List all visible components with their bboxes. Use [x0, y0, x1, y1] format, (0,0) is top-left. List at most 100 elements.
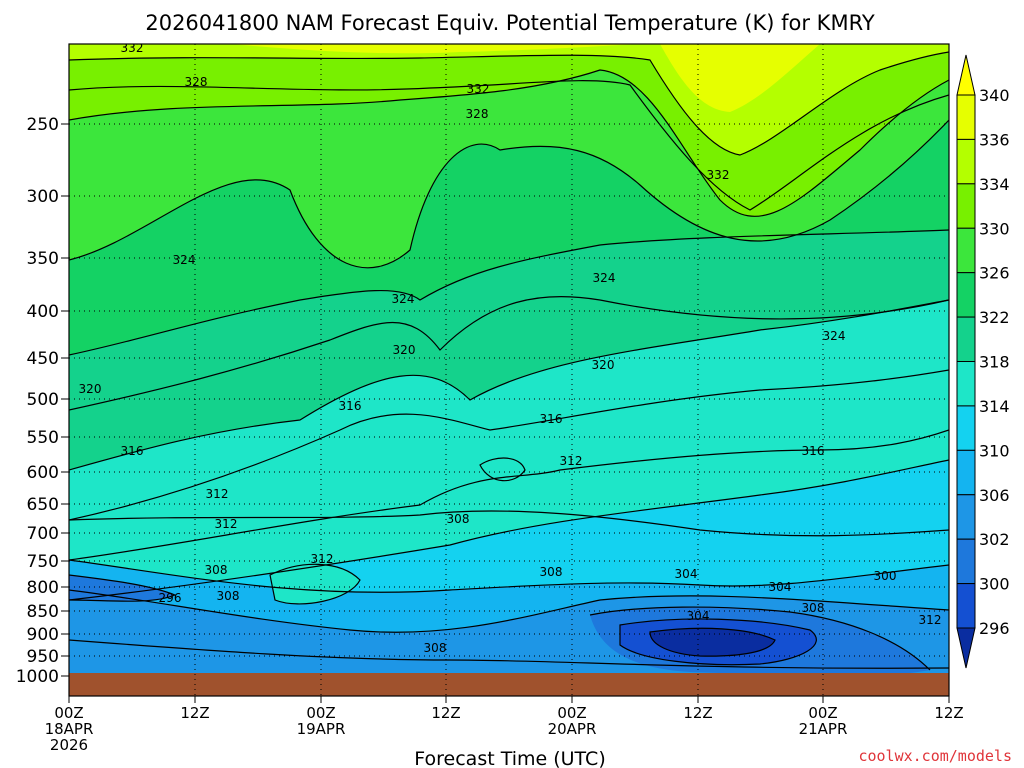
- contour-label: 308: [447, 512, 470, 526]
- y-tick-label: 1000: [16, 667, 59, 687]
- colorbar-swatch: [956, 583, 976, 629]
- contour-line: [69, 69, 949, 217]
- colorbar-label: 310: [979, 441, 1010, 460]
- contour-label: 316: [121, 444, 144, 458]
- theta-e-contours: [69, 51, 949, 671]
- colorbar-label: 306: [979, 486, 1010, 505]
- contour-label: 320: [592, 358, 615, 372]
- contour-label: 320: [79, 382, 102, 396]
- colorbar-label: 330: [979, 219, 1010, 238]
- contour-label: 316: [339, 399, 362, 413]
- x-tick-label: 00Z: [306, 704, 335, 722]
- contour-label: 312: [560, 454, 583, 468]
- colorbar-label: 336: [979, 130, 1010, 149]
- colorbar-swatch: [956, 272, 976, 318]
- contour-line: [69, 510, 949, 537]
- contour-label: 316: [802, 444, 825, 458]
- x-tick-label: 00Z: [54, 704, 83, 722]
- colorbar-swatch: [956, 494, 976, 540]
- y-tick-label: 500: [27, 390, 59, 410]
- contour-line: [69, 639, 949, 669]
- x-axis-label: Forecast Time (UTC): [414, 748, 605, 768]
- colorbar-swatch: [956, 94, 976, 140]
- x-tick-label: 12Z: [431, 704, 460, 722]
- contour-label: 328: [185, 75, 208, 89]
- colorbar-swatch: [956, 316, 976, 363]
- contour-line: [69, 369, 949, 521]
- band-fill-316-left: [270, 564, 360, 604]
- contour-label: 308: [217, 589, 240, 603]
- colorbar-label: 334: [979, 175, 1010, 194]
- y-tick-label: 450: [27, 349, 59, 369]
- x-tick-label: 00Z: [557, 704, 586, 722]
- contour-line: [69, 459, 949, 601]
- contour-label: 312: [919, 613, 942, 627]
- colorbar-cap-top: [956, 54, 976, 96]
- y-tick-label: 700: [27, 524, 59, 544]
- contour-label: 304: [769, 580, 792, 594]
- y-axis: 250 300 350 400 450 500 550 600 650 700 750 800 850 9…: [16, 115, 69, 687]
- contour-label: 308: [540, 565, 563, 579]
- band-fill-296: [650, 628, 775, 657]
- contour-line: [69, 574, 177, 602]
- y-tick-label: 550: [27, 428, 59, 448]
- colorbar-label: 302: [979, 530, 1010, 549]
- y-tick-label: 300: [27, 187, 59, 207]
- y-tick-label: 800: [27, 578, 59, 598]
- colorbar-swatch: [956, 361, 976, 407]
- contour-line: [69, 559, 949, 593]
- contour-label: 312: [311, 552, 334, 566]
- contour-label: 312: [215, 517, 238, 531]
- y-tick-label: 600: [27, 463, 59, 483]
- plot-frame: [68, 43, 950, 697]
- contour-line: [69, 295, 949, 411]
- band-fill-302-left: [69, 575, 175, 602]
- x-tick-label: 12Z: [934, 704, 963, 722]
- x-tick-label: 21APR: [799, 720, 848, 738]
- contour-label: 324: [593, 271, 616, 285]
- colorbar-label: 318: [979, 353, 1010, 372]
- x-tick-label: 2026: [50, 736, 88, 754]
- colorbar-swatch: [956, 227, 976, 274]
- contour-label: 324: [823, 329, 846, 343]
- contour-line: [619, 618, 817, 666]
- x-tick-label: 00Z: [808, 704, 837, 722]
- contour-label: 308: [424, 641, 447, 655]
- contour-line: [479, 457, 526, 482]
- band-fill-336: [230, 44, 640, 54]
- contour-label: 332: [707, 168, 730, 182]
- contour-label: 328: [466, 107, 489, 121]
- y-tick-label: 850: [27, 602, 59, 622]
- contour-label: 300: [874, 569, 897, 583]
- contour-label-group: 332 328 332 328 332 324 324 324 324 320 320 320 316 3…: [79, 41, 942, 655]
- colorbar-label: 314: [979, 397, 1010, 416]
- colorbar-label: 296: [979, 619, 1010, 638]
- colorbar-label: 326: [979, 264, 1010, 283]
- contour-line: [589, 606, 931, 671]
- contour-label: 324: [173, 253, 196, 267]
- contour-label: 304: [675, 567, 698, 581]
- colorbar-swatch: [956, 538, 976, 585]
- contour-label: 332: [467, 82, 490, 96]
- contour-label: 320: [393, 343, 416, 357]
- contour-line: [69, 299, 949, 471]
- contour-line: [69, 589, 949, 633]
- y-tick-label: 250: [27, 115, 59, 135]
- chart-title: 2026041800 NAM Forecast Equiv. Potential…: [145, 11, 874, 35]
- contour-label: 316: [540, 412, 563, 426]
- credit-text: coolwx.com/models: [858, 747, 1012, 765]
- contour-label: 308: [205, 563, 228, 577]
- colorbar-label: 300: [979, 575, 1010, 594]
- x-tick-label: 20APR: [548, 720, 597, 738]
- y-tick-label: 900: [27, 625, 59, 645]
- contour-label: 296: [159, 591, 182, 605]
- contour-label: 308: [802, 601, 825, 615]
- colorbar-swatch: [956, 183, 976, 229]
- theta-e-field: [69, 44, 949, 696]
- contour-label: 332: [121, 41, 144, 55]
- colorbar-label: 340: [979, 86, 1010, 105]
- ground: [69, 673, 949, 696]
- colorbar-swatch: [956, 405, 976, 451]
- colorbar-label: 322: [979, 308, 1010, 327]
- band-fill-336-peak: [660, 44, 820, 112]
